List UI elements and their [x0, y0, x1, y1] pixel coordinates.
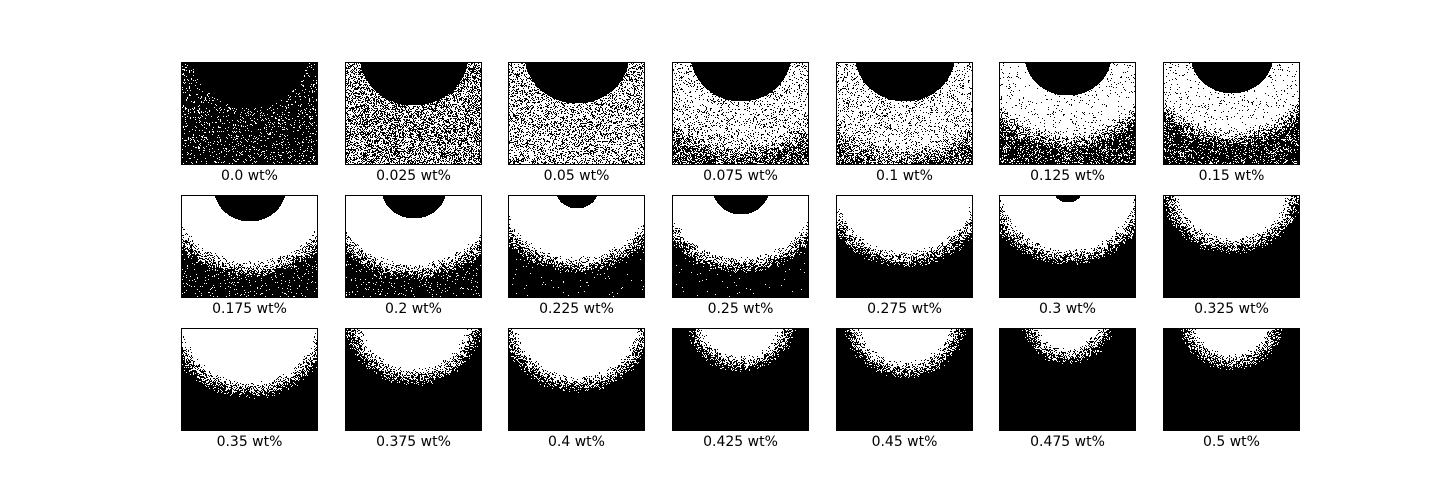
panel-caption: 0.425 wt%	[703, 434, 778, 450]
panel-caption: 0.275 wt%	[867, 301, 942, 317]
binary-image-canvas	[1164, 196, 1299, 297]
image-panel: 0.25 wt%	[672, 195, 809, 317]
image-panel: 0.325 wt%	[1163, 195, 1300, 317]
binary-image	[836, 195, 973, 298]
panel-caption: 0.3 wt%	[1039, 301, 1096, 317]
binary-image-canvas	[1000, 63, 1135, 164]
image-panel: 0.075 wt%	[672, 62, 809, 184]
image-panel: 0.1 wt%	[836, 62, 973, 184]
binary-image-canvas	[509, 63, 644, 164]
binary-image	[836, 328, 973, 431]
binary-image	[999, 195, 1136, 298]
binary-image	[1163, 195, 1300, 298]
binary-image	[672, 62, 809, 165]
binary-image-canvas	[509, 196, 644, 297]
binary-image-canvas	[509, 329, 644, 430]
panel-caption: 0.2 wt%	[385, 301, 442, 317]
binary-image	[345, 62, 482, 165]
image-panel: 0.425 wt%	[672, 328, 809, 450]
panel-caption: 0.5 wt%	[1203, 434, 1260, 450]
binary-image-canvas	[673, 63, 808, 164]
image-panel: 0.125 wt%	[999, 62, 1136, 184]
binary-image-canvas	[346, 196, 481, 297]
panel-caption: 0.225 wt%	[539, 301, 614, 317]
panel-caption: 0.125 wt%	[1030, 168, 1105, 184]
binary-image	[345, 328, 482, 431]
binary-image-canvas	[182, 329, 317, 430]
binary-image-canvas	[673, 329, 808, 430]
panel-caption: 0.25 wt%	[707, 301, 774, 317]
binary-image	[836, 62, 973, 165]
panel-caption: 0.325 wt%	[1194, 301, 1269, 317]
panel-caption: 0.15 wt%	[1198, 168, 1265, 184]
image-panel: 0.05 wt%	[508, 62, 645, 184]
image-panel: 0.2 wt%	[345, 195, 482, 317]
image-panel: 0.35 wt%	[181, 328, 318, 450]
binary-image-canvas	[837, 196, 972, 297]
panel-caption: 0.05 wt%	[543, 168, 610, 184]
image-panel: 0.375 wt%	[345, 328, 482, 450]
binary-image-canvas	[837, 329, 972, 430]
binary-image	[181, 195, 318, 298]
image-panel: 0.4 wt%	[508, 328, 645, 450]
binary-image	[672, 328, 809, 431]
image-panel: 0.3 wt%	[999, 195, 1136, 317]
image-panel: 0.0 wt%	[181, 62, 318, 184]
panel-caption: 0.0 wt%	[221, 168, 278, 184]
binary-image	[1163, 62, 1300, 165]
binary-image	[508, 328, 645, 431]
panel-caption: 0.025 wt%	[376, 168, 451, 184]
binary-image	[999, 62, 1136, 165]
image-panel: 0.225 wt%	[508, 195, 645, 317]
panel-caption: 0.35 wt%	[216, 434, 283, 450]
image-panel: 0.45 wt%	[836, 328, 973, 450]
binary-image	[508, 195, 645, 298]
binary-image-canvas	[182, 196, 317, 297]
binary-image-canvas	[1000, 329, 1135, 430]
binary-image-canvas	[1000, 196, 1135, 297]
binary-image-canvas	[673, 196, 808, 297]
binary-image-canvas	[1164, 63, 1299, 164]
binary-image	[999, 328, 1136, 431]
binary-image-canvas	[182, 63, 317, 164]
binary-image-canvas	[1164, 329, 1299, 430]
panel-caption: 0.475 wt%	[1030, 434, 1105, 450]
panel-caption: 0.4 wt%	[548, 434, 605, 450]
panel-caption: 0.1 wt%	[876, 168, 933, 184]
binary-image	[508, 62, 645, 165]
image-panel: 0.025 wt%	[345, 62, 482, 184]
panel-caption: 0.375 wt%	[376, 434, 451, 450]
panel-caption: 0.175 wt%	[212, 301, 287, 317]
image-panel: 0.15 wt%	[1163, 62, 1300, 184]
panel-caption: 0.075 wt%	[703, 168, 778, 184]
binary-image	[181, 62, 318, 165]
binary-image	[1163, 328, 1300, 431]
binary-image	[672, 195, 809, 298]
binary-image	[181, 328, 318, 431]
image-panel: 0.5 wt%	[1163, 328, 1300, 450]
binary-image-canvas	[837, 63, 972, 164]
binary-image-canvas	[346, 329, 481, 430]
image-panel: 0.275 wt%	[836, 195, 973, 317]
image-panel: 0.175 wt%	[181, 195, 318, 317]
panel-caption: 0.45 wt%	[871, 434, 938, 450]
binary-image	[345, 195, 482, 298]
image-panel: 0.475 wt%	[999, 328, 1136, 450]
binary-image-canvas	[346, 63, 481, 164]
